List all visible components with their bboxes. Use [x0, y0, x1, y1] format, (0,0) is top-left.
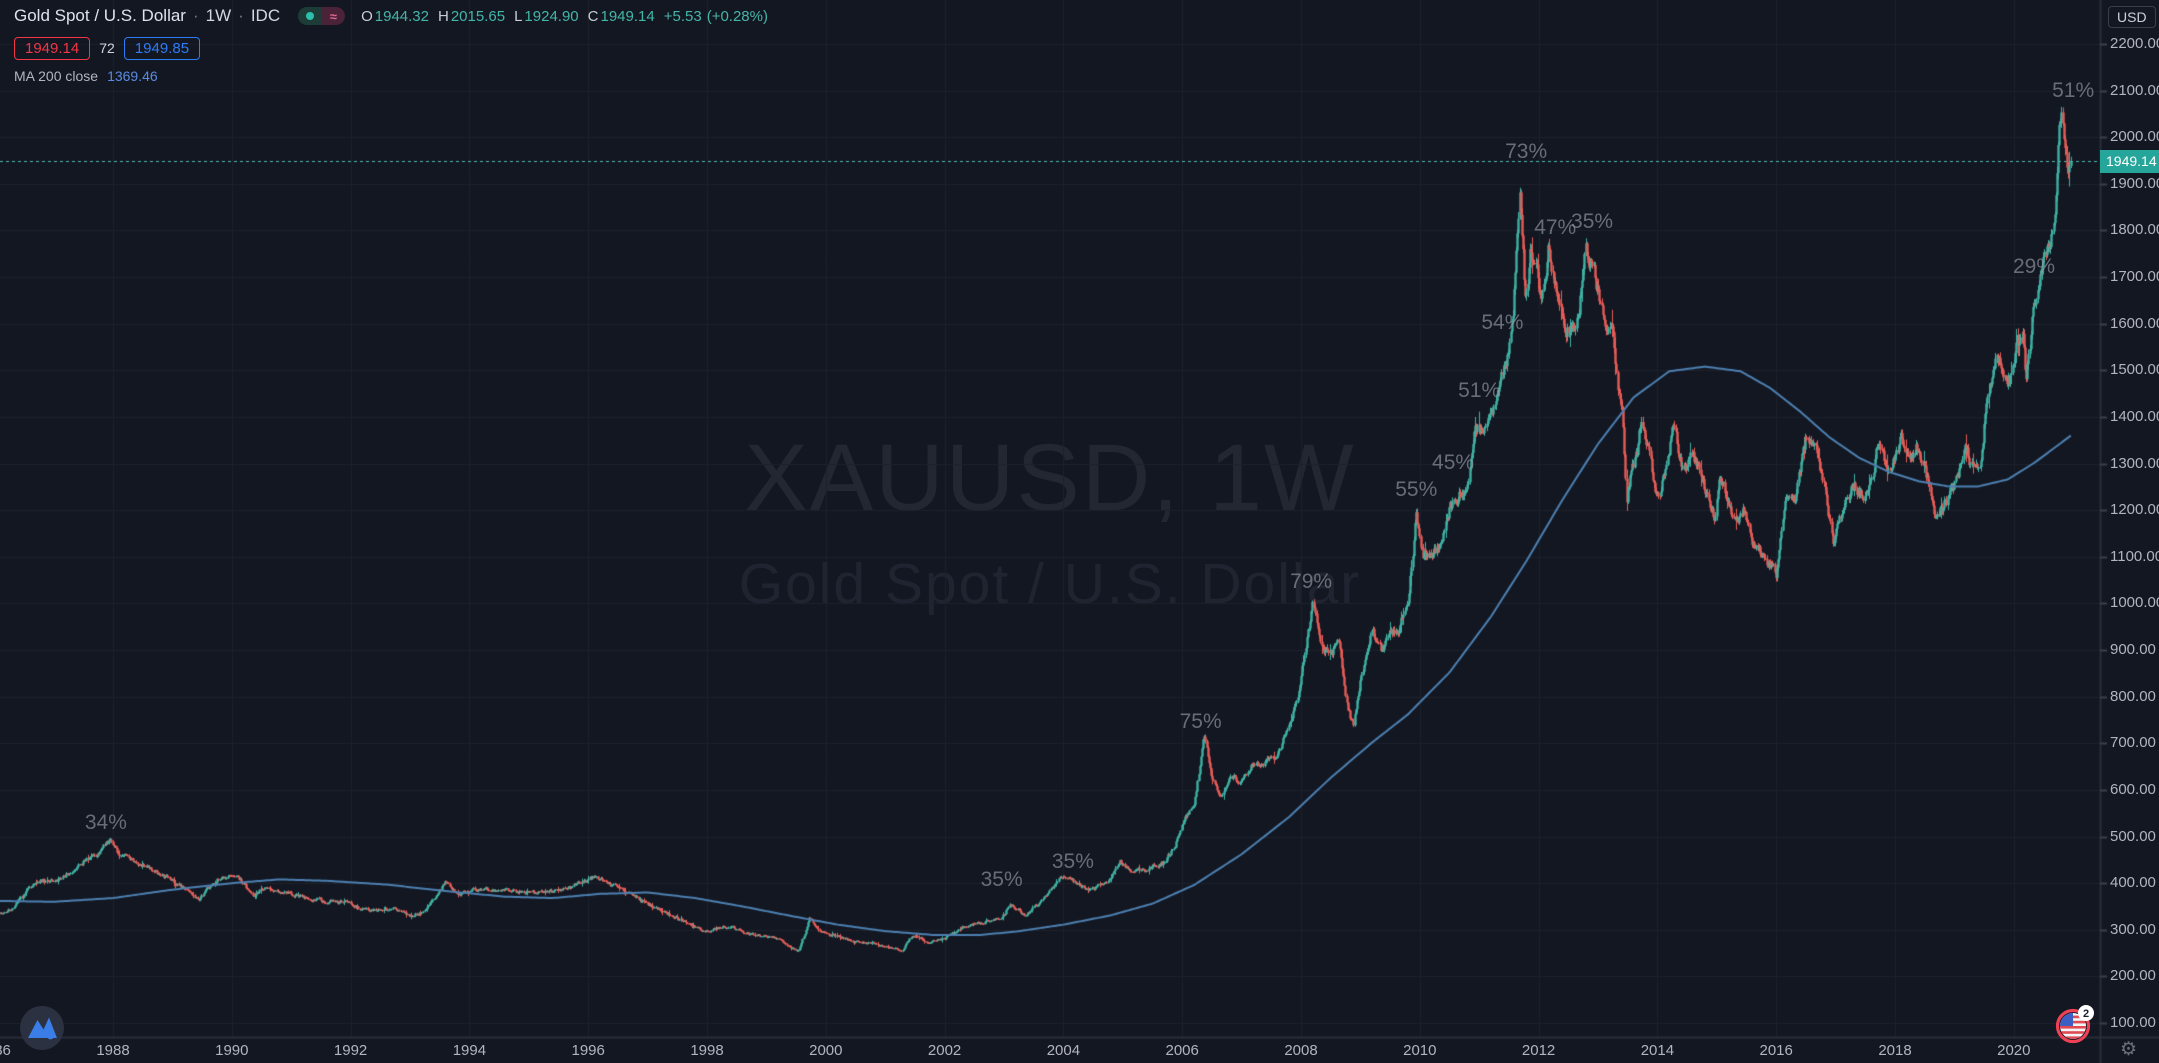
price-axis-tick-label: 1800.00 — [2110, 221, 2159, 239]
high-value: 2015.65 — [450, 7, 506, 25]
price-axis-tick-label: 1100.00 — [2110, 547, 2159, 565]
time-axis-tick-label: 2012 — [1521, 1042, 1556, 1059]
sell-button[interactable]: 1949.14 — [14, 36, 91, 60]
price-axis-tick-label: 600.00 — [2110, 780, 2156, 798]
price-axis-tick-label: 1500.00 — [2110, 361, 2159, 379]
percent-gain-annotation: 51% — [2052, 78, 2095, 102]
indicator-row: MA 200 close 1369.46 — [14, 68, 768, 84]
ohlc-readout: O 1944.32 H 2015.65 L 1924.90 C 1949.14 +5.5… — [361, 8, 768, 25]
price-axis-tick-label: 300.00 — [2110, 920, 2156, 938]
time-axis-tick-label: 1988 — [96, 1042, 130, 1059]
separator-dot: · — [192, 6, 199, 25]
price-axis-tick-label: 1300.00 — [2110, 454, 2159, 472]
high-label: H — [438, 7, 449, 25]
price-axis-tick-label: 800.00 — [2110, 687, 2156, 705]
time-axis-tick-label: 1994 — [452, 1042, 487, 1059]
market-flag-icon[interactable]: 2 — [2053, 1003, 2097, 1052]
indicator-name[interactable]: MA 200 close — [14, 68, 99, 84]
time-axis-tick-label: 2016 — [1759, 1042, 1793, 1059]
percent-gain-annotation: 35% — [1051, 850, 1094, 874]
interval-label[interactable]: 1W — [205, 6, 232, 25]
price-axis-tick-label: 1700.00 — [2110, 268, 2159, 286]
percent-gain-annotation: 73% — [1505, 140, 1548, 164]
percent-gain-annotation: 34% — [84, 811, 127, 834]
exchange-label[interactable]: IDC — [250, 6, 281, 25]
price-axis-tick-label: 700.00 — [2110, 734, 2156, 752]
close-value: 1949.14 — [600, 7, 655, 25]
price-axis-tick-label: 1600.00 — [2110, 314, 2159, 332]
time-axis-tick-label: 1986 — [0, 1042, 11, 1059]
percent-gain-annotation: 35% — [1571, 210, 1614, 234]
percent-gain-annotation: 29% — [2012, 255, 2055, 279]
notification-badge: 2 — [2083, 1008, 2089, 1020]
provider-logo-icon[interactable] — [19, 1005, 65, 1056]
dot-indicator-icon — [298, 7, 322, 25]
open-value: 1944.32 — [374, 7, 429, 25]
price-axis-tick-label: 2100.00 — [2110, 81, 2159, 99]
time-axis-tick-label: 2006 — [1165, 1042, 1199, 1059]
time-axis-tick-label: 2020 — [1997, 1042, 2031, 1059]
price-axis-tick-label: 100.00 — [2110, 1014, 2156, 1031]
symbol-row: Gold Spot / U.S. Dollar · 1W · IDC ≈ O 19… — [14, 5, 768, 27]
open-label: O — [361, 7, 373, 25]
buy-sell-toggle[interactable]: ≈ — [298, 7, 346, 25]
change-value: +5.53 — [663, 7, 702, 25]
symbol-title[interactable]: Gold Spot / U.S. Dollar — [14, 6, 186, 25]
percent-gain-annotation: 55% — [1395, 478, 1438, 502]
price-axis-tick-label: 900.00 — [2110, 641, 2156, 659]
percent-gain-annotation: 51% — [1458, 378, 1501, 402]
low-value: 1924.90 — [524, 7, 579, 25]
chart-legend: Gold Spot / U.S. Dollar · 1W · IDC ≈ O 19… — [14, 5, 768, 84]
separator-dot: · — [238, 6, 244, 25]
low-label: L — [514, 7, 523, 25]
time-axis-tick-label: 2004 — [1046, 1042, 1081, 1059]
time-axis-tick-label: 2010 — [1403, 1042, 1437, 1059]
percent-gain-annotation: 45% — [1432, 451, 1475, 475]
percent-gain-annotation: 75% — [1179, 709, 1222, 733]
time-axis-tick-label: 2018 — [1878, 1042, 1912, 1059]
change-percent: (+0.28%) — [706, 7, 768, 25]
price-axis-tick-label: 1000.00 — [2110, 594, 2159, 612]
time-axis-tick-label: 1998 — [690, 1042, 724, 1059]
time-axis-tick-label: 2014 — [1640, 1042, 1675, 1059]
wave-indicator-icon: ≈ — [321, 7, 346, 25]
percent-gain-annotation: 47% — [1534, 216, 1577, 240]
currency-unit-button[interactable]: USD — [2108, 6, 2156, 28]
chart-settings-gear-icon[interactable]: ⚙ — [2120, 1039, 2138, 1060]
price-axis-tick-label: 2000.00 — [2110, 128, 2159, 146]
price-axis-tick-label: 2200.00 — [2110, 35, 2159, 52]
spread-value: 72 — [99, 40, 115, 56]
percent-gain-annotation: 54% — [1481, 311, 1524, 335]
time-axis-tick-label: 2000 — [809, 1042, 843, 1059]
price-axis-tick-label: 400.00 — [2110, 874, 2156, 892]
buy-button[interactable]: 1949.85 — [123, 36, 201, 60]
price-axis-tick-label: 500.00 — [2110, 827, 2156, 845]
percent-gain-annotation: 35% — [980, 867, 1023, 891]
trade-buttons-row: 1949.14 72 1949.85 — [14, 36, 768, 60]
price-axis-tick-label: 1400.00 — [2110, 407, 2159, 425]
price-axis-tick-label: 1200.00 — [2110, 501, 2159, 519]
price-axis-tick-label: 1900.00 — [2110, 174, 2159, 192]
indicator-value: 1369.46 — [107, 68, 158, 84]
time-axis-tick-label: 2008 — [1284, 1042, 1318, 1059]
time-axis-tick-label: 1996 — [571, 1042, 605, 1059]
percent-gain-annotation: 79% — [1290, 569, 1333, 593]
close-label: C — [587, 7, 599, 25]
last-price-label: 1949.14 — [2100, 149, 2159, 173]
time-axis-tick-label: 1990 — [215, 1042, 249, 1059]
time-axis-tick-label: 1992 — [333, 1042, 368, 1059]
time-axis-tick-label: 2002 — [927, 1042, 962, 1059]
price-axis-tick-label: 200.00 — [2110, 967, 2156, 985]
